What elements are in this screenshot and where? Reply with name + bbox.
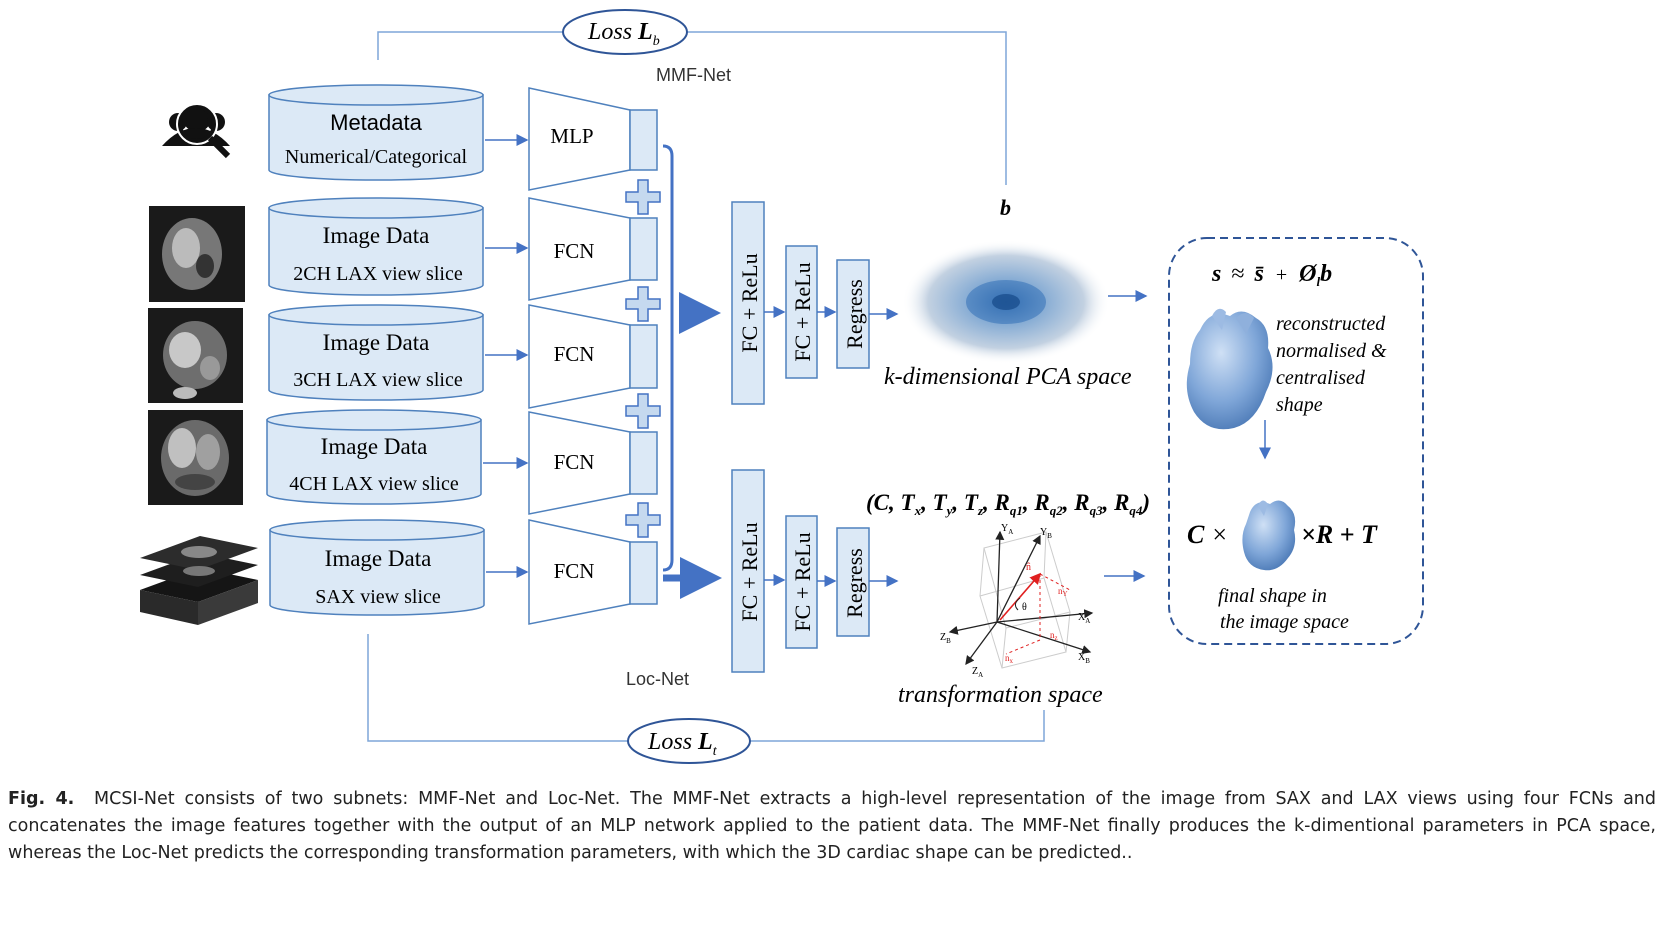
caption-label: Fig. 4. [8, 789, 75, 809]
mmf-fc2: FC + ReLu [785, 245, 818, 379]
encoder-fcn-2ch: FCN [528, 197, 658, 301]
mri-3ch-image [148, 308, 243, 403]
caption-text: MCSI-Net consists of two subnets: MMF-Ne… [8, 789, 1656, 863]
mri-sax-stack-image [140, 536, 258, 625]
final-formula-rt: ×R + T [1301, 520, 1378, 549]
encoder-fcn-3ch: FCN [528, 304, 658, 409]
coordinate-frame: YA YB XA XB ZB ZA nx nY nz n̂ θ [940, 523, 1094, 679]
cylinder-3ch: Image Data 3CH LAX view slice [268, 304, 484, 401]
fc-label: FC + ReLu [790, 262, 815, 361]
reconstructed-heart-image [1186, 308, 1273, 430]
cylinder-sax: Image Data SAX view slice [269, 519, 485, 616]
cylinder-subtitle: 4CH LAX view slice [289, 473, 459, 495]
loc-fc2: FC + ReLu [785, 515, 818, 649]
recon-line: normalised & [1276, 340, 1387, 362]
final-line: final shape in [1218, 585, 1327, 607]
fc-label: FC + ReLu [790, 532, 815, 631]
svg-text:YB: YB [1040, 527, 1052, 540]
svg-text:nx: nx [1005, 653, 1014, 665]
encoder-label: FCN [554, 342, 595, 366]
concat-arrows [663, 292, 722, 599]
loss-top-text: Loss [587, 19, 632, 45]
cylinder-2ch: Image Data 2CH LAX view slice [268, 197, 484, 296]
output-box: s ≈ s̄ + Ølb reconstructed normalised & cent… [1168, 237, 1424, 645]
people-search-icon [162, 103, 231, 159]
encoder-mlp: MLP [528, 87, 658, 191]
recon-line: shape [1276, 394, 1323, 416]
encoder-label: FCN [554, 559, 595, 583]
pca-cloud [902, 240, 1110, 364]
svg-text:Loss Lb: Loss Lb [587, 19, 660, 49]
svg-text:ZA: ZA [972, 666, 983, 679]
encoder-fcn-sax: FCN [528, 519, 658, 625]
b-label: b [1000, 195, 1011, 220]
mmf-regress: Regress [836, 259, 870, 369]
cylinder-subtitle: SAX view slice [315, 586, 441, 608]
loss-top-sub: b [653, 34, 660, 49]
loss-top: Loss Lb [377, 9, 1007, 185]
transformation-space-label: transformation space [898, 682, 1103, 708]
plus-icon [625, 179, 661, 538]
input-arrows [483, 134, 529, 578]
cylinder-4ch: Image Data 4CH LAX view slice [266, 409, 482, 505]
svg-text:YA: YA [1001, 523, 1013, 536]
loc-fc1: FC + ReLu [731, 469, 765, 673]
shape-formula: s ≈ s̄ + Ølb [1211, 261, 1332, 289]
loc-net-label: Loc-Net [626, 669, 689, 689]
fc-label: FC + ReLu [737, 522, 762, 621]
loss-bottom-sub: t [713, 744, 718, 759]
final-formula-c: C × [1187, 520, 1227, 549]
mmf-net-label: MMF-Net [656, 65, 731, 85]
loc-regress: Regress [836, 527, 870, 637]
final-line: the image space [1220, 611, 1349, 633]
recon-line: reconstructed [1276, 313, 1386, 335]
svg-text:n̂: n̂ [1026, 562, 1031, 573]
pca-space-label: k-dimensional PCA space [884, 364, 1132, 390]
svg-text:nY: nY [1058, 586, 1068, 598]
loss-bottom-text: Loss [647, 729, 692, 755]
mri-4ch-image [148, 410, 243, 505]
cylinder-subtitle: Numerical/Categorical [285, 146, 468, 168]
encoder-label: MLP [550, 124, 593, 148]
mri-2ch-image [149, 206, 245, 302]
concat-bracket [662, 144, 674, 572]
cylinder-title: Image Data [325, 546, 432, 571]
cylinder-subtitle: 3CH LAX view slice [293, 369, 463, 391]
loss-top-symbol: L [637, 19, 653, 45]
final-heart-image [1242, 500, 1296, 571]
fc-label: FC + ReLu [737, 253, 762, 352]
svg-text:ZB: ZB [940, 632, 951, 645]
cylinder-title: Metadata [330, 110, 422, 135]
svg-text:θ: θ [1022, 602, 1027, 613]
regress-label: Regress [842, 548, 867, 618]
svg-text:Loss Lt: Loss Lt [647, 729, 718, 759]
cylinder-title: Image Data [321, 434, 428, 459]
svg-text:nz: nz [1050, 630, 1058, 642]
loss-bottom-symbol: L [697, 729, 713, 755]
svg-text:XA: XA [1078, 612, 1090, 625]
loss-bottom: Loss Lt [367, 634, 1045, 764]
cylinder-metadata: Metadata Numerical/Categorical [268, 84, 484, 181]
svg-text:XB: XB [1078, 652, 1090, 665]
cylinder-subtitle: 2CH LAX view slice [293, 263, 463, 285]
recon-line: centralised [1276, 367, 1366, 389]
mmf-fc1: FC + ReLu [731, 201, 765, 405]
diagram: Loss Lb MMF-Net [140, 9, 1424, 764]
cylinder-title: Image Data [323, 223, 430, 248]
encoder-label: FCN [554, 239, 595, 263]
regress-label: Regress [842, 279, 867, 349]
encoder-label: FCN [554, 450, 595, 474]
encoder-fcn-4ch: FCN [528, 411, 658, 515]
figure-caption: Fig. 4. MCSI-Net consists of two subnets… [8, 786, 1656, 867]
cylinder-title: Image Data [323, 330, 430, 355]
transform-params: (C, Tx, Ty, Tz, Rq1, Rq2, Rq3, Rq4) [866, 490, 1150, 518]
